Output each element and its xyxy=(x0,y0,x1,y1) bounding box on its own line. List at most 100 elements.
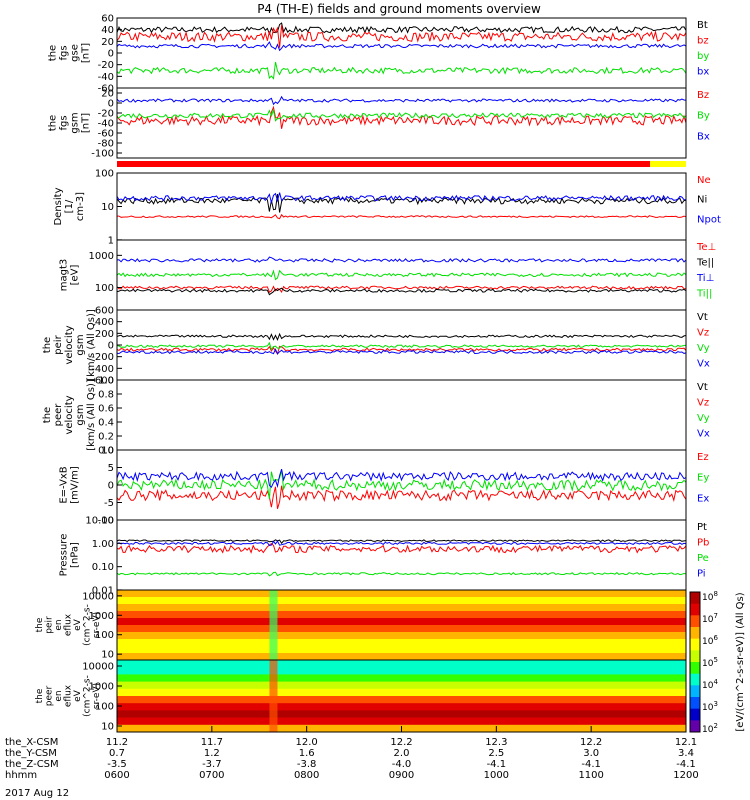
series-fgs-gsm-1 xyxy=(116,108,687,122)
series-temp-3 xyxy=(116,269,687,281)
xaxis-row-value: 1200 xyxy=(673,770,698,781)
xaxis-row-value: 0600 xyxy=(104,770,129,781)
ylabel-line: the xyxy=(35,688,45,703)
xaxis-row-value: 12.2 xyxy=(390,737,412,748)
xaxis-row-value: 0700 xyxy=(199,770,224,781)
ytick-label: 100 xyxy=(95,283,114,294)
series-fgs-2 xyxy=(116,61,687,80)
ylabel-line: gse xyxy=(70,44,81,62)
ylabel-line: gsm xyxy=(75,404,86,425)
xaxis-row-value: 12.2 xyxy=(580,737,602,748)
legend-pressure-1: Pb xyxy=(697,538,709,549)
series-efield-2 xyxy=(116,468,687,489)
spectrogram-band xyxy=(117,696,686,704)
legend-temp-2: Ti⊥ xyxy=(696,273,714,284)
legend-pressure-0: Pt xyxy=(697,522,707,533)
series-fgs-0 xyxy=(116,22,687,36)
ylabel-line: [mV/m] xyxy=(70,466,81,504)
spectrogram-band xyxy=(117,688,686,697)
ylabel-line: gsm xyxy=(70,112,81,133)
ylabel-line: [nPa] xyxy=(70,542,81,568)
ytick-label: -600 xyxy=(91,376,114,387)
ytick-label: -5 xyxy=(104,498,114,509)
ylabel-line: en xyxy=(54,619,64,630)
ytick-label: 1000 xyxy=(89,611,114,622)
ylabel-line: (cm^2-s- xyxy=(83,604,93,646)
legend-fgs-gsm-2: Bx xyxy=(697,131,710,142)
date-label: 2017 Aug 12 xyxy=(5,788,69,799)
xaxis-row-value: -4.1 xyxy=(487,759,507,770)
spectrogram-band xyxy=(117,660,686,668)
ytick-label: 10 xyxy=(101,722,114,733)
panel-peer-velocity: 1.0 0.8 0.6 0.4 0.2 0.0 the peer velocity gsm [km/… xyxy=(42,376,710,457)
legend-fgs-2: by xyxy=(697,51,709,62)
ytick-label: -40 xyxy=(98,72,114,83)
legend-efield-0: Ez xyxy=(697,452,709,463)
ylabel-line: velocity xyxy=(64,325,75,364)
xaxis-row-value: -4.0 xyxy=(392,759,412,770)
ytick-label: 1.00 xyxy=(92,539,114,550)
legend-density-0: Ne xyxy=(697,175,711,186)
xaxis-row-value: 1.2 xyxy=(204,748,220,759)
mode-bar-slow xyxy=(650,161,686,167)
mode-bar-fast xyxy=(117,161,650,167)
series-density-2 xyxy=(116,192,687,205)
xaxis-row-value: 3.4 xyxy=(678,748,694,759)
ylabel-line: [km/s (All Qs)] xyxy=(86,379,97,451)
legend-peir-velocity-3: Vx xyxy=(697,359,710,370)
colorbar-swatch xyxy=(690,697,700,710)
ytick-label: -400 xyxy=(91,364,114,375)
spectrogram-event xyxy=(269,660,278,732)
ylabel-line: E=-VxB xyxy=(59,466,70,503)
spectrogram-band xyxy=(117,717,686,726)
spectrogram-band xyxy=(117,646,686,654)
xaxis-row-value: -3.5 xyxy=(107,759,127,770)
series-efield-0 xyxy=(116,485,687,509)
colorbar-swatch xyxy=(690,673,700,686)
series-density-0 xyxy=(117,213,687,220)
ylabel-line: Pressure xyxy=(59,534,70,577)
xaxis-row-value: 1.6 xyxy=(299,748,315,759)
ytick-label: 0.0 xyxy=(98,446,114,457)
series-fgs-gsm-0 xyxy=(116,105,687,129)
series-pressure-3 xyxy=(116,540,687,547)
legend-pressure-2: Pe xyxy=(697,553,709,564)
legend-fgs-gsm-0: Bz xyxy=(697,90,709,101)
colorbar-swatch xyxy=(690,592,700,605)
ytick-label: 600 xyxy=(95,306,114,317)
ylabel-line: magt3 xyxy=(59,259,70,292)
ytick-label: -60 xyxy=(98,129,114,140)
xaxis-row-value: 12.0 xyxy=(296,737,318,748)
series-peir-velocity-0 xyxy=(116,332,687,341)
legend-peer-velocity-0: Vt xyxy=(697,382,708,393)
xaxis-row-value: -3.7 xyxy=(202,759,222,770)
xaxis-row-name: the_Y-CSM xyxy=(5,748,57,759)
series-fgs-1 xyxy=(116,24,687,48)
ylabel-line: peir xyxy=(45,616,55,634)
ytick-label: 60 xyxy=(101,14,114,25)
ytick-label: -80 xyxy=(98,139,114,150)
ytick-label: 40 xyxy=(101,25,114,36)
spectrogram-band xyxy=(117,632,686,640)
ylabel-line: the xyxy=(42,407,53,423)
series-pressure-0 xyxy=(116,539,687,545)
ytick-label: 20 xyxy=(101,89,114,100)
ytick-label: 0.8 xyxy=(98,390,114,401)
series-pressure-1 xyxy=(116,542,687,554)
spectrogram-event xyxy=(269,590,278,660)
xaxis-row-name: the_X-CSM xyxy=(5,737,58,748)
ytick-label: 10000 xyxy=(82,662,114,673)
legend-fgs-1: bz xyxy=(697,36,709,47)
colorbar-swatch xyxy=(690,603,700,616)
xaxis-row-value: 11.7 xyxy=(201,737,223,748)
spectrogram-band xyxy=(117,597,686,605)
series-fgs-gsm-2 xyxy=(116,95,687,106)
legend-temp-0: Te⊥ xyxy=(696,242,716,253)
ytick-label: 0.6 xyxy=(98,404,114,415)
ytick-label: -60 xyxy=(98,84,114,95)
series-efield-1 xyxy=(116,470,687,499)
ytick-label: 1.0 xyxy=(98,376,114,387)
